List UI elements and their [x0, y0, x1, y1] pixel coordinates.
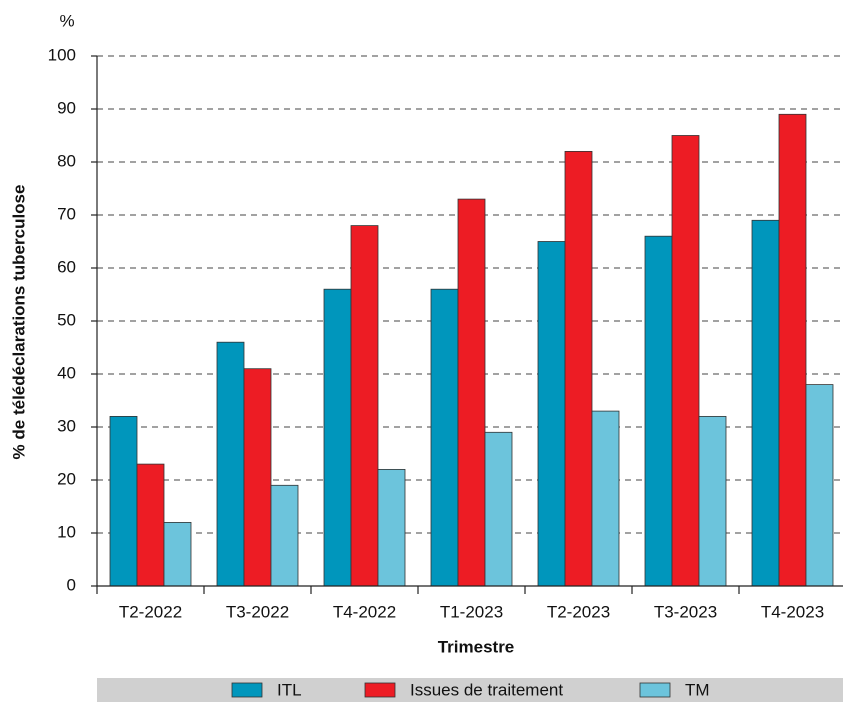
- bar: [136, 463, 165, 587]
- bar: [270, 484, 299, 587]
- legend-label: Issues de traitement: [410, 680, 563, 699]
- bar: [698, 415, 727, 587]
- bar: [323, 288, 352, 587]
- x-tick-label: T3-2023: [654, 602, 717, 621]
- bar: [109, 415, 138, 587]
- x-tick-label: T4-2022: [333, 602, 396, 621]
- x-axis-title: Trimestre: [438, 637, 515, 656]
- y-tick-label: 10: [57, 522, 76, 541]
- bar: [243, 368, 272, 587]
- bar: [564, 150, 593, 587]
- y-tick-label: 30: [57, 416, 76, 435]
- y-tick-label: 60: [57, 257, 76, 276]
- bar: [591, 410, 620, 587]
- legend-background: [97, 678, 843, 702]
- y-unit: %: [59, 11, 74, 30]
- legend-label: TM: [685, 680, 710, 699]
- legend-label: ITL: [277, 680, 302, 699]
- x-tick-label: T4-2023: [761, 602, 824, 621]
- x-tick-label: T1-2023: [440, 602, 503, 621]
- legend-swatch: [364, 682, 396, 698]
- y-tick-label: 70: [57, 204, 76, 223]
- y-axis-title: % de télédéclarations tuberculose: [9, 185, 28, 460]
- legend-swatch: [639, 682, 671, 698]
- bar: [751, 219, 780, 587]
- bar: [671, 135, 700, 587]
- y-tick-label: 20: [57, 469, 76, 488]
- legend-swatch: [231, 682, 263, 698]
- bar: [778, 113, 807, 587]
- y-tick-label: 40: [57, 363, 76, 382]
- x-tick-label: T2-2023: [547, 602, 610, 621]
- y-tick-label: 90: [57, 98, 76, 117]
- y-tick-label: 50: [57, 310, 76, 329]
- bar: [484, 431, 513, 587]
- bar: [537, 241, 566, 587]
- x-tick-label: T3-2022: [226, 602, 289, 621]
- bar: [216, 341, 245, 587]
- bar: [430, 288, 459, 587]
- y-tick-label: 80: [57, 151, 76, 170]
- x-tick-label: T2-2022: [119, 602, 182, 621]
- bar: [163, 522, 192, 587]
- y-tick-label: 0: [67, 575, 76, 594]
- bar: [644, 235, 673, 587]
- y-tick-label: 100: [48, 45, 76, 64]
- bar: [350, 225, 379, 587]
- bar: [457, 198, 486, 587]
- bar: [805, 384, 834, 587]
- bar: [377, 468, 406, 587]
